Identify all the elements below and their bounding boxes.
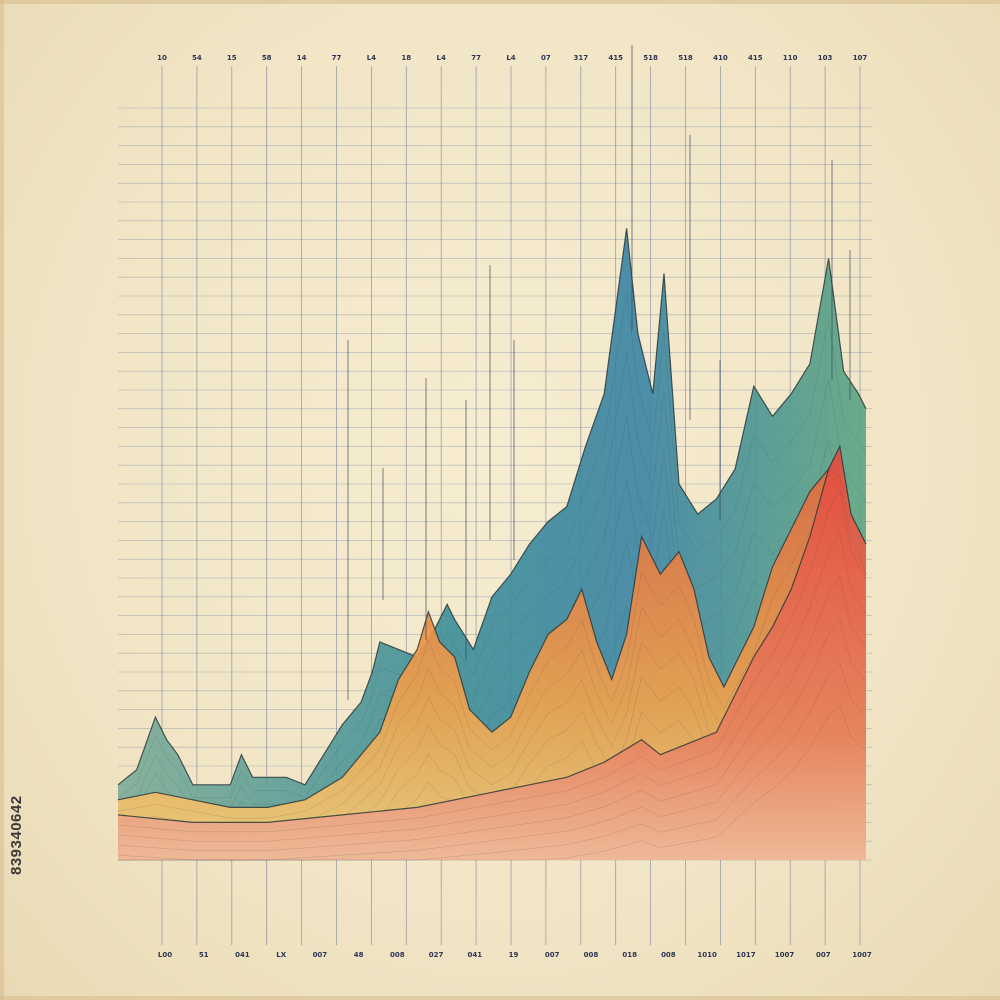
spike-lines bbox=[347, 45, 851, 700]
paper-edge-top bbox=[0, 0, 1000, 4]
top-tick-label: L4 bbox=[367, 54, 376, 62]
top-tick-label: 54 bbox=[192, 54, 202, 62]
bottom-tick-label: 008 bbox=[390, 951, 405, 959]
bottom-tick-label: L00 bbox=[158, 951, 172, 959]
bottom-tick-label: 1017 bbox=[736, 951, 756, 959]
bottom-tick-label: 19 bbox=[509, 951, 519, 959]
top-tick-label: 15 bbox=[227, 54, 237, 62]
top-tick-label: 58 bbox=[262, 54, 272, 62]
bottom-tick-label: 48 bbox=[354, 951, 364, 959]
bottom-tick-label: 1007 bbox=[852, 951, 872, 959]
bottom-tick-label: 007 bbox=[545, 951, 560, 959]
top-tick-label: 110 bbox=[783, 54, 798, 62]
series-line-0 bbox=[117, 228, 867, 786]
top-tick-labels: 10 54 15 58 14 77 L4 18 L4 77 L4 07 317 415 518 518 410 4… bbox=[157, 54, 867, 62]
contour-line bbox=[117, 575, 867, 851]
top-tick-label: 07 bbox=[541, 54, 551, 62]
contour-line bbox=[118, 705, 867, 861]
series-areas bbox=[117, 228, 867, 861]
series-line-2 bbox=[117, 444, 867, 823]
paper-edge-left bbox=[0, 0, 4, 1000]
bottom-tick-label: 027 bbox=[429, 951, 444, 959]
contour-line bbox=[117, 291, 867, 798]
bottom-tick-label: 008 bbox=[661, 951, 676, 959]
top-tick-label: 518 bbox=[643, 54, 658, 62]
series-line-1 bbox=[117, 468, 867, 808]
contour-line bbox=[118, 662, 867, 861]
bottom-tick-label: 041 bbox=[235, 951, 250, 959]
top-tick-label: 14 bbox=[297, 54, 307, 62]
top-tick-label: L4 bbox=[506, 54, 515, 62]
bottom-tick-label: 1010 bbox=[697, 951, 717, 959]
bottom-tick-label: 008 bbox=[584, 951, 599, 959]
contour-line bbox=[117, 354, 867, 811]
contour-line bbox=[117, 509, 867, 819]
paper-edge-bottom bbox=[0, 996, 1000, 1000]
top-tick-label: 518 bbox=[678, 54, 693, 62]
top-tick-label: 103 bbox=[818, 54, 833, 62]
top-tick-label: 18 bbox=[401, 54, 411, 62]
contour-line bbox=[117, 532, 867, 842]
series-area-2 bbox=[118, 446, 866, 860]
bottom-tick-label: 1007 bbox=[775, 951, 795, 959]
top-tick-label: 77 bbox=[471, 54, 481, 62]
top-tick-label: 410 bbox=[713, 54, 728, 62]
top-tick-label: L4 bbox=[437, 54, 446, 62]
top-tick-label: 415 bbox=[608, 54, 623, 62]
bottom-tick-label: LX bbox=[276, 951, 286, 959]
bottom-tick-label: 007 bbox=[816, 951, 831, 959]
contour-line bbox=[117, 416, 867, 824]
bottom-tick-label: 51 bbox=[199, 951, 209, 959]
bottom-tick-label: 041 bbox=[467, 951, 482, 959]
contour-line bbox=[117, 489, 867, 832]
top-tick-label: 415 bbox=[748, 54, 763, 62]
top-tick-label: 317 bbox=[573, 54, 588, 62]
bottom-tick-labels: L00 51 041 LX 007 48 008 027 041 19 007 008 018 008 10… bbox=[158, 951, 872, 959]
top-tick-label: 107 bbox=[853, 54, 868, 62]
contour-line bbox=[117, 619, 867, 861]
top-tick-label: 10 bbox=[157, 54, 167, 62]
stock-id-text: 839340642 bbox=[8, 795, 25, 875]
bottom-tick-label: 018 bbox=[622, 951, 637, 959]
top-tick-label: 77 bbox=[332, 54, 342, 62]
bottom-tick-label: 007 bbox=[313, 951, 328, 959]
